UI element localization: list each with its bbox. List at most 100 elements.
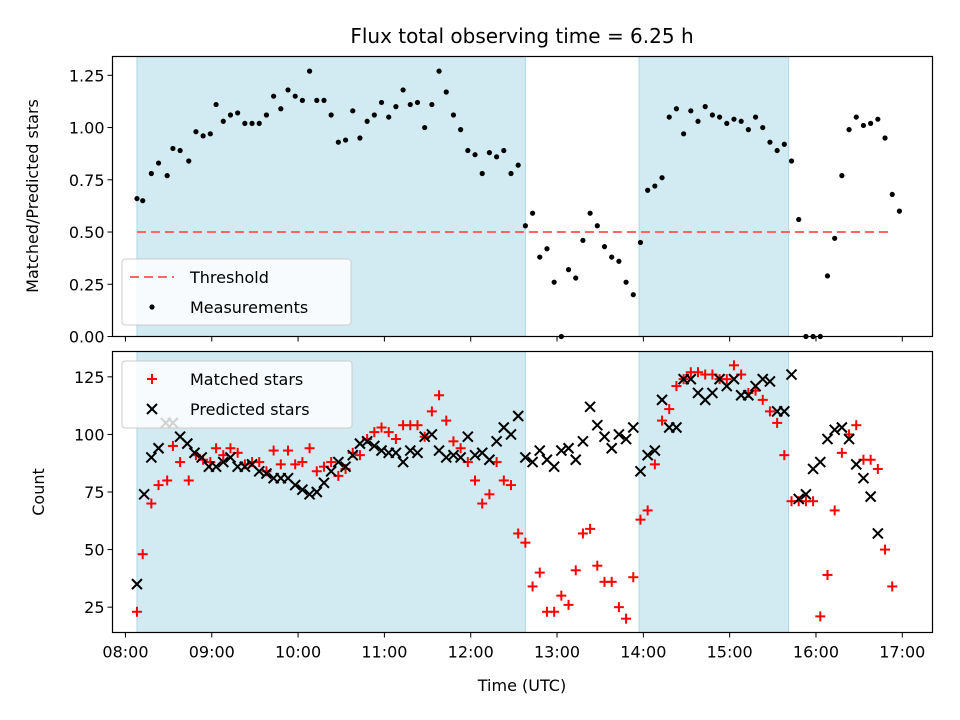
measurement-point [832,235,838,241]
predicted-point [426,428,438,441]
matched-point [441,415,452,426]
matched-point [225,443,236,454]
matched-point [880,544,891,555]
matched-point [383,427,394,438]
measurement-point [565,267,572,273]
matched-point [851,420,862,431]
predicted-point [641,449,654,461]
x-tick-label: 12:00 [448,643,494,662]
top-x-ticks [124,336,903,342]
matched-point [412,420,423,431]
matched-point [721,374,732,385]
measurement-point [609,254,615,260]
measurement-point [335,139,341,145]
predicted-point [519,451,532,464]
matched-point [664,404,675,415]
measurement-point [271,93,277,99]
predicted-point [490,435,503,448]
measurement-point [494,154,500,160]
matched-point [693,367,704,378]
measurement-point [738,118,744,124]
measurement-point [681,131,687,137]
measurement-point [328,112,334,118]
matched-point [865,454,876,465]
predicted-point [253,465,265,477]
matched-point [657,415,668,426]
matched-point [592,560,603,571]
measurement-point [601,244,608,250]
matched-point [283,445,294,456]
bottom-panel: 25 50 75 100 125 08:00 09:00 10:00 11:00 12:00 13… [29,350,934,695]
measurement-point [573,275,579,281]
measurement-point [860,122,867,129]
predicted-point [454,451,467,464]
measurement-point [580,237,586,243]
matched-point [167,440,178,451]
predicted-point [138,488,150,501]
measurement-point [364,118,370,124]
matched-point [390,434,401,445]
predicted-point [728,373,740,385]
matched-point [728,360,739,371]
predicted-point [390,447,402,459]
measurement-point [263,112,270,118]
y-tick-label: 0.25 [69,275,105,294]
measurement-point [760,124,766,131]
matched-point [779,450,790,461]
predicted-point [397,456,409,468]
predicted-point [131,578,143,590]
predicted-point [512,410,524,422]
measurement-point [745,127,751,133]
matched-point [815,611,826,622]
predicted-point [152,442,165,454]
measurement-point [594,223,600,229]
measurements-series [134,68,903,340]
predicted-point [627,421,639,434]
predicted-point [706,387,719,399]
measurement-point [796,216,802,223]
predicted-point [483,454,496,466]
x-tick-label: 15:00 [707,643,753,662]
matched-point [448,436,459,447]
matched-point [147,374,157,384]
matched-point [563,599,574,610]
predicted-point [404,444,416,457]
predicted-point [828,424,841,436]
measurement-point [889,191,895,198]
predicted-point [548,460,560,473]
measurement-point [155,160,162,166]
matched-point [268,445,279,456]
measurement-point [227,112,234,118]
measurement-point [321,97,327,103]
measurement-point [486,150,493,156]
x-tick-label: 08:00 [102,643,148,662]
x-tick-label: 09:00 [189,643,235,662]
measurement-point [882,135,888,141]
measurement-point [508,170,514,177]
measurement-point [200,133,206,139]
matched-point [549,606,560,617]
predicted-point [260,467,273,480]
predicted-point [864,490,877,503]
measurement-point [781,141,787,147]
measurement-point [177,147,183,154]
matched-point [254,457,265,468]
measurement-point [673,106,680,112]
measurement-point [645,187,651,193]
measurement-point [529,210,536,216]
measurement-point [616,258,622,264]
measurement-point [357,135,363,141]
measurement-point [378,99,385,106]
predicted-point [418,431,431,443]
y-tick-label: 0.00 [69,328,105,347]
measurement-point [767,139,773,145]
measurement-point [285,87,291,93]
matched-point [137,549,148,560]
x-axis-label: Time (UTC) [477,676,566,695]
measurement-point [868,120,874,126]
measurement-point [788,158,795,164]
matched-point [829,505,840,516]
measurement-point [170,145,176,152]
measurement-point [637,239,644,246]
bottom-x-ticks: 08:00 09:00 10:00 11:00 12:00 13:00 14:00 15:00… [102,632,925,662]
